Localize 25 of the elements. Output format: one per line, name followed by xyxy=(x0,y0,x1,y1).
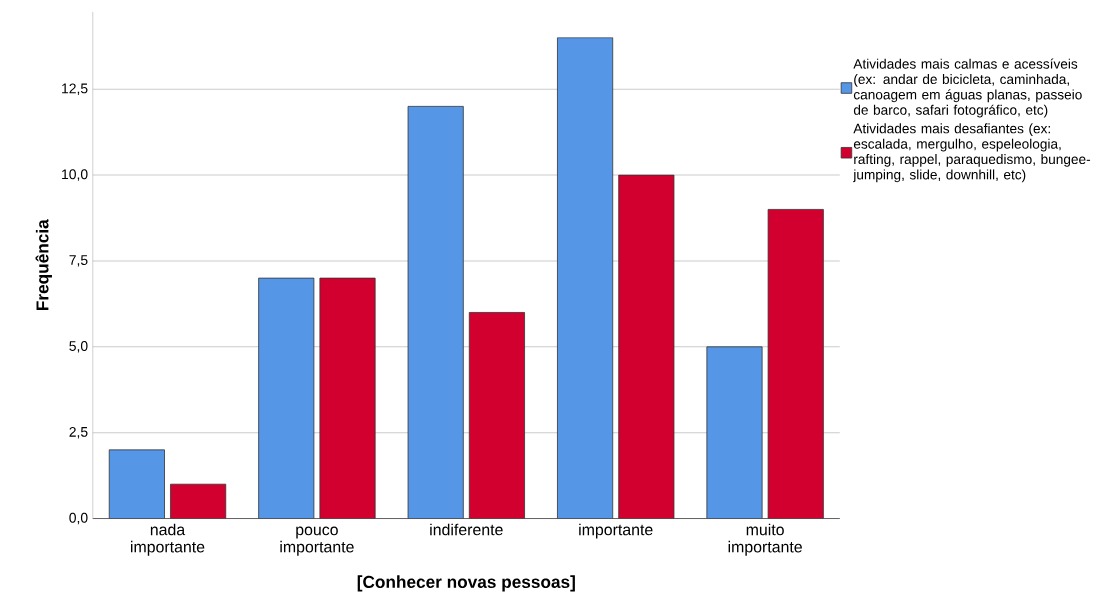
x-tick-label: indiferente xyxy=(430,523,503,536)
x-tick-label: importante xyxy=(579,523,653,539)
bar xyxy=(407,106,464,519)
x-tick-label: pouco importante xyxy=(280,526,354,556)
bar xyxy=(319,277,376,519)
bar xyxy=(108,449,165,519)
bar xyxy=(258,277,315,519)
y-tick-label: 7,5 xyxy=(69,255,88,267)
y-tick-label: 0,0 xyxy=(69,512,88,525)
x-tick-label: nada importante xyxy=(131,523,205,556)
y-tick-label: 2,5 xyxy=(69,426,88,439)
y-axis-title: Frequência xyxy=(35,219,52,311)
bar xyxy=(706,346,763,519)
y-tick-label: 5,0 xyxy=(69,341,88,353)
y-tick-label: 12,5 xyxy=(62,83,88,95)
bar xyxy=(618,174,675,519)
y-tick-label: 10,0 xyxy=(62,169,88,181)
x-tick-label: muito importante xyxy=(728,523,802,556)
bar xyxy=(170,483,227,519)
legend-label: Atividades mais desafiantes (ex: escalada, mergulho, espeleologia, rafting, rappel, paraquedismo, bungee-jumping, slide, downhill, etc) xyxy=(852,123,1091,183)
x-axis-title: [Conhecer novas pessoas] xyxy=(357,575,575,592)
bar xyxy=(767,209,824,519)
legend-label: Atividades mais calmas e acessíveis (ex: andar de bicicleta, caminhada, canoagem em águas planas, passeio de barco, safari fotográfico, etc) xyxy=(853,58,1082,118)
bar xyxy=(557,37,614,519)
bar xyxy=(468,312,525,519)
